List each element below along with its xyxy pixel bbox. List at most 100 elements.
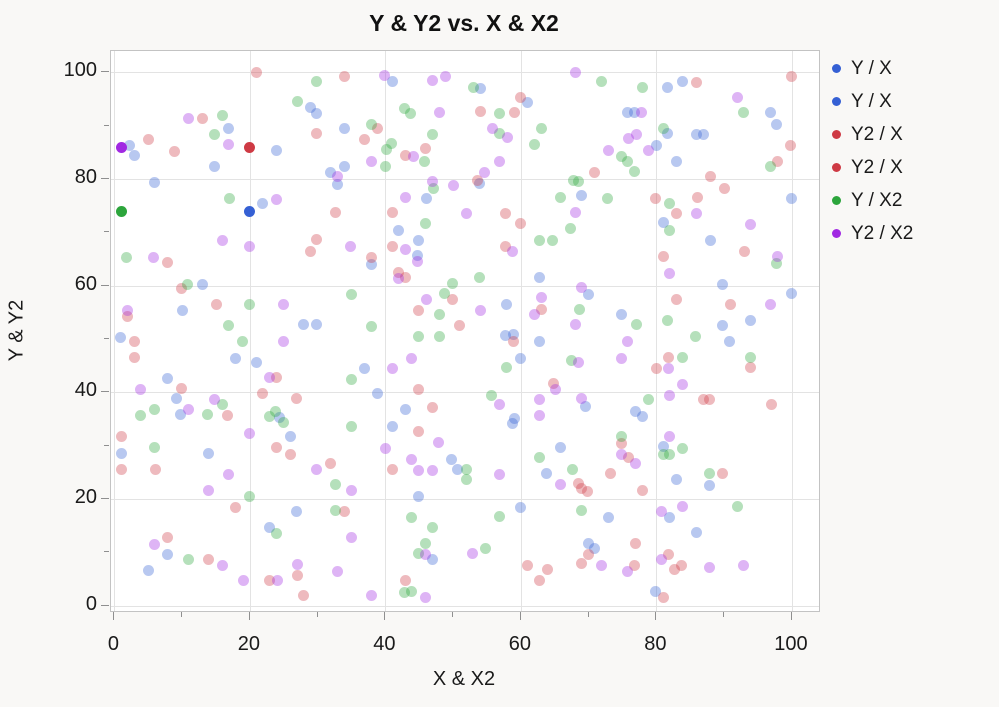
data-point[interactable] (223, 139, 235, 151)
data-point[interactable] (236, 335, 248, 347)
data-point[interactable] (264, 575, 276, 587)
data-point[interactable] (507, 418, 519, 430)
data-point[interactable] (237, 575, 249, 587)
highlighted-data-point[interactable] (244, 205, 256, 217)
data-point[interactable] (270, 405, 282, 417)
data-point[interactable] (737, 559, 749, 571)
legend-item-0[interactable]: Y / X (832, 52, 913, 85)
data-point[interactable] (413, 490, 425, 502)
data-point[interactable] (629, 559, 641, 571)
data-point[interactable] (623, 132, 635, 144)
data-point[interactable] (575, 483, 587, 495)
data-point[interactable] (662, 128, 674, 140)
data-point[interactable] (663, 548, 675, 560)
data-point[interactable] (528, 308, 540, 320)
data-point[interactable] (621, 107, 633, 119)
data-point[interactable] (765, 106, 777, 118)
data-point[interactable] (446, 453, 458, 465)
data-point[interactable] (785, 192, 797, 204)
data-point[interactable] (115, 431, 127, 443)
data-point[interactable] (554, 442, 566, 454)
data-point[interactable] (338, 160, 350, 172)
data-point[interactable] (434, 106, 446, 118)
data-point[interactable] (285, 448, 297, 460)
data-point[interactable] (170, 392, 182, 404)
data-point[interactable] (412, 256, 424, 268)
data-point[interactable] (514, 218, 526, 230)
data-point[interactable] (304, 245, 316, 257)
data-point[interactable] (631, 129, 643, 141)
data-point[interactable] (345, 240, 357, 252)
data-point[interactable] (664, 431, 676, 443)
data-point[interactable] (182, 553, 194, 565)
data-point[interactable] (386, 240, 398, 252)
data-point[interactable] (400, 404, 412, 416)
data-point[interactable] (439, 71, 451, 83)
data-point[interactable] (272, 575, 284, 587)
data-point[interactable] (501, 362, 513, 374)
data-point[interactable] (528, 139, 540, 151)
data-point[interactable] (508, 106, 520, 118)
data-point[interactable] (662, 315, 674, 327)
data-point[interactable] (332, 566, 344, 578)
data-point[interactable] (244, 240, 256, 252)
data-point[interactable] (765, 160, 777, 172)
data-point[interactable] (566, 463, 578, 475)
data-point[interactable] (182, 113, 194, 125)
data-point[interactable] (657, 217, 669, 229)
data-point[interactable] (413, 426, 425, 438)
data-point[interactable] (731, 91, 743, 103)
data-point[interactable] (772, 251, 784, 263)
data-point[interactable] (426, 553, 438, 565)
data-point[interactable] (398, 103, 410, 115)
data-point[interactable] (622, 335, 634, 347)
data-point[interactable] (745, 219, 757, 231)
data-point[interactable] (379, 443, 391, 455)
data-point[interactable] (772, 155, 784, 167)
data-point[interactable] (142, 133, 154, 145)
data-point[interactable] (657, 251, 669, 263)
data-point[interactable] (629, 405, 641, 417)
data-point[interactable] (380, 143, 392, 155)
data-point[interactable] (209, 160, 221, 172)
data-point[interactable] (568, 174, 580, 186)
data-point[interactable] (664, 224, 676, 236)
data-point[interactable] (413, 548, 425, 560)
data-point[interactable] (460, 208, 472, 220)
data-point[interactable] (175, 282, 187, 294)
data-point[interactable] (386, 464, 398, 476)
data-point[interactable] (637, 81, 649, 93)
data-point[interactable] (616, 308, 628, 320)
data-point[interactable] (264, 411, 276, 423)
data-point[interactable] (257, 388, 269, 400)
data-point[interactable] (433, 436, 445, 448)
data-point[interactable] (656, 505, 668, 517)
data-point[interactable] (656, 554, 668, 566)
data-point[interactable] (216, 109, 228, 121)
data-point[interactable] (658, 591, 670, 603)
data-point[interactable] (365, 155, 377, 167)
data-point[interactable] (419, 537, 431, 549)
data-point[interactable] (338, 71, 350, 83)
data-point[interactable] (169, 145, 181, 157)
data-point[interactable] (122, 311, 134, 323)
data-point[interactable] (615, 150, 627, 162)
data-point[interactable] (676, 76, 688, 88)
data-point[interactable] (704, 467, 716, 479)
data-point[interactable] (244, 427, 256, 439)
data-point[interactable] (690, 208, 702, 220)
data-point[interactable] (434, 330, 446, 342)
data-point[interactable] (467, 548, 479, 560)
data-point[interactable] (622, 565, 634, 577)
data-point[interactable] (420, 192, 432, 204)
data-point[interactable] (572, 356, 584, 368)
data-point[interactable] (650, 192, 662, 204)
data-point[interactable] (704, 480, 716, 492)
data-point[interactable] (692, 191, 704, 203)
data-point[interactable] (176, 305, 188, 317)
data-point[interactable] (486, 389, 498, 401)
data-point[interactable] (676, 500, 688, 512)
data-point[interactable] (129, 150, 141, 162)
data-point[interactable] (554, 191, 566, 203)
data-point[interactable] (657, 123, 669, 135)
